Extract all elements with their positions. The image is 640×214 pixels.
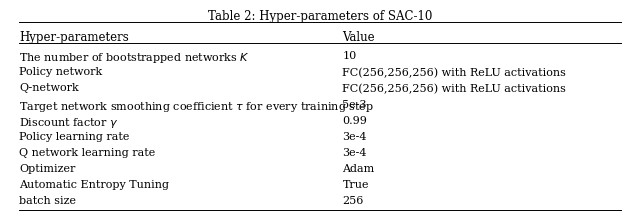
- Text: FC(256,256,256) with ReLU activations: FC(256,256,256) with ReLU activations: [342, 83, 566, 94]
- Text: Hyper-parameters: Hyper-parameters: [19, 31, 129, 44]
- Text: batch size: batch size: [19, 196, 76, 206]
- Text: Adam: Adam: [342, 164, 374, 174]
- Text: Q-network: Q-network: [19, 83, 79, 94]
- Text: Automatic Entropy Tuning: Automatic Entropy Tuning: [19, 180, 169, 190]
- Text: 10: 10: [342, 51, 356, 61]
- Text: Policy learning rate: Policy learning rate: [19, 132, 129, 142]
- Text: True: True: [342, 180, 369, 190]
- Text: Policy network: Policy network: [19, 67, 102, 77]
- Text: FC(256,256,256) with ReLU activations: FC(256,256,256) with ReLU activations: [342, 67, 566, 78]
- Text: 5e-3: 5e-3: [342, 100, 367, 110]
- Text: Optimizer: Optimizer: [19, 164, 76, 174]
- Text: The number of bootstrapped networks $K$: The number of bootstrapped networks $K$: [19, 51, 250, 65]
- Text: Table 2: Hyper-parameters of SAC-10: Table 2: Hyper-parameters of SAC-10: [208, 10, 432, 23]
- Text: Discount factor $\gamma$: Discount factor $\gamma$: [19, 116, 118, 129]
- Text: Value: Value: [342, 31, 375, 44]
- Text: 3e-4: 3e-4: [342, 132, 367, 142]
- Text: 0.99: 0.99: [342, 116, 367, 126]
- Text: 256: 256: [342, 196, 364, 206]
- Text: Target network smoothing coefficient $\tau$ for every training step: Target network smoothing coefficient $\t…: [19, 100, 374, 113]
- Text: 3e-4: 3e-4: [342, 148, 367, 158]
- Text: Q network learning rate: Q network learning rate: [19, 148, 156, 158]
